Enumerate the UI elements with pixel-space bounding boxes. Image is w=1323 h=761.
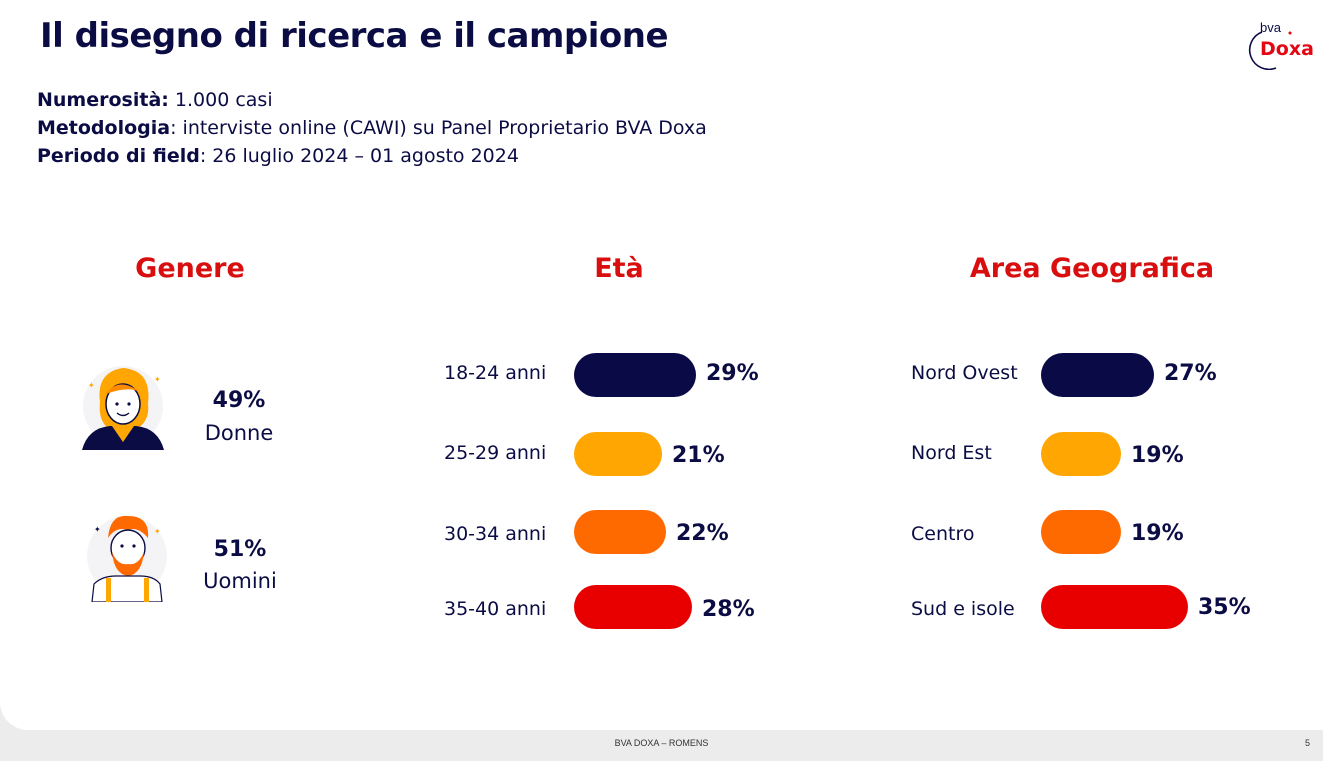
eta-bar-35-40	[574, 585, 692, 629]
eta-value-label: 29%	[706, 361, 759, 386]
area-category-label: Sud e isole	[911, 598, 1015, 620]
area-bar-nord-est	[1041, 432, 1121, 476]
page-title: Il disegno di ricerca e il campione	[40, 16, 669, 56]
logo-bva-text: bva	[1260, 20, 1281, 35]
area-bar-centro	[1041, 510, 1121, 554]
area-value-label: 19%	[1131, 443, 1184, 468]
area-value-label: 19%	[1131, 521, 1184, 546]
woman-percent: 49%	[212, 388, 266, 413]
footer-text: BVA DOXA – ROMENS	[614, 738, 709, 748]
man-label: Uomini	[203, 569, 277, 593]
area-bar-sud-e-isole	[1041, 585, 1188, 629]
eta-category-label: 25-29 anni	[444, 442, 547, 464]
logo-arc-icon	[1248, 31, 1292, 70]
bva-doxa-logo: bva Doxa	[1244, 20, 1314, 72]
page-number: 5	[1305, 738, 1311, 748]
svg-text:✦: ✦	[88, 381, 95, 390]
man-avatar-icon: ✦ ✦	[87, 515, 167, 602]
info-field-period: Periodo di field: 26 luglio 2024 – 01 ag…	[37, 145, 519, 167]
genere-title: Genere	[135, 253, 245, 284]
svg-text:✦: ✦	[154, 375, 161, 384]
area-value-label: 27%	[1164, 361, 1217, 386]
eta-bar-18-24	[574, 353, 696, 397]
eta-value-label: 22%	[676, 521, 729, 546]
area-category-label: Nord Est	[911, 442, 992, 464]
area-title: Area Geografica	[969, 253, 1215, 284]
man-percent: 51%	[213, 537, 267, 562]
eta-bar-30-34	[574, 510, 666, 554]
eta-title: Età	[594, 253, 644, 284]
woman-avatar-icon: ✦ ✦	[82, 366, 164, 450]
eta-value-label: 21%	[672, 443, 725, 468]
eta-category-label: 35-40 anni	[444, 598, 547, 620]
svg-text:✦: ✦	[154, 527, 161, 536]
slide: Il disegno di ricerca e il campione bva …	[0, 0, 1323, 730]
woman-label: Donne	[204, 421, 274, 445]
area-category-label: Centro	[911, 523, 975, 545]
eta-category-label: 18-24 anni	[444, 362, 547, 384]
eta-value-label: 28%	[702, 597, 755, 622]
eta-category-label: 30-34 anni	[444, 523, 547, 545]
area-bar-nord-ovest	[1041, 353, 1154, 397]
svg-text:✦: ✦	[94, 525, 101, 534]
info-sample-size: Numerosità: 1.000 casi	[37, 89, 273, 111]
info-methodology: Metodologia: interviste online (CAWI) su…	[37, 117, 707, 139]
study-info: Numerosità: 1.000 casi Metodologia: inte…	[37, 86, 707, 170]
area-category-label: Nord Ovest	[911, 362, 1018, 384]
logo-doxa-text: Doxa	[1260, 38, 1314, 60]
eta-bar-25-29	[574, 432, 662, 476]
area-value-label: 35%	[1198, 595, 1251, 620]
